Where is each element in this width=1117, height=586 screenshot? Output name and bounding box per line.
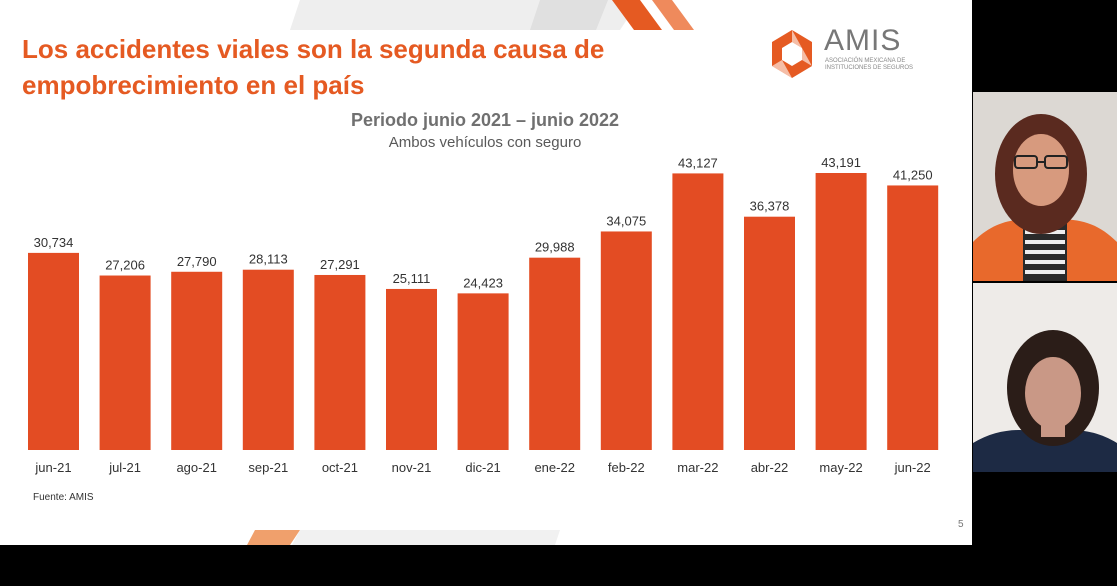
x-tick-ene-22: ene-22 — [534, 460, 574, 475]
x-tick-nov-21: nov-21 — [392, 460, 432, 475]
top-decorative-stripe — [290, 0, 694, 30]
data-label-nov-21: 25,111 — [393, 271, 431, 286]
x-tick-sep-21: sep-21 — [248, 460, 288, 475]
source-note: Fuente: AMIS — [33, 492, 94, 503]
data-label-dic-21: 24,423 — [463, 275, 503, 290]
presentation-slide: Los accidentes viales son la segunda cau… — [0, 0, 972, 545]
data-label-jul-21: 27,206 — [105, 258, 145, 273]
x-tick-dic-21: dic-21 — [465, 460, 500, 475]
bar-chart: 30,734 jun-21 27,206 jul-21 27,790 ago-21 28,1… — [28, 155, 939, 475]
participant-1-video-frame — [973, 92, 1117, 281]
x-tick-feb-22: feb-22 — [608, 460, 645, 475]
logo-subtitle: Asociación Mexicana de Instituciones de … — [825, 58, 914, 71]
x-tick-jun-22: jun-22 — [894, 460, 931, 475]
data-label-ago-21: 27,790 — [177, 254, 217, 269]
video-participant-2[interactable] — [973, 283, 1117, 472]
bar-jun-22 — [887, 185, 939, 450]
logo-name: AMIS — [824, 24, 902, 57]
amis-logo: AMIS Asociación Mexicana de Institucione… — [766, 24, 936, 80]
bar-abr-22 — [744, 216, 795, 450]
participant-2-video-frame — [973, 283, 1117, 472]
bar-ago-21 — [171, 271, 223, 450]
video-participant-1[interactable] — [973, 92, 1117, 281]
data-label-feb-22: 34,075 — [606, 213, 646, 228]
x-tick-abr-22: abr-22 — [751, 460, 789, 475]
x-tick-ago-21: ago-21 — [176, 460, 216, 475]
chart-title: Periodo junio 2021 – junio 2022 — [350, 110, 620, 130]
x-tick-jul-21: jul-21 — [108, 460, 141, 475]
data-label-abr-22: 36,378 — [750, 199, 790, 214]
x-tick-jun-21: jun-21 — [34, 460, 71, 475]
bar-oct-21 — [314, 274, 366, 450]
data-label-oct-21: 27,291 — [320, 257, 360, 272]
bar-ene-22 — [529, 257, 581, 450]
amis-logo-icon — [772, 30, 812, 78]
data-label-mar-22: 43,127 — [678, 155, 718, 170]
data-label-sep-21: 28,113 — [249, 252, 288, 267]
slide-title: Los accidentes viales son la segunda cau… — [22, 34, 605, 100]
chart-subtitle: Ambos vehículos con seguro — [388, 134, 582, 151]
bar-mar-22 — [672, 173, 724, 450]
bar-dic-21 — [457, 293, 509, 450]
data-label-jun-21: 30,734 — [34, 235, 74, 250]
bar-sep-21 — [242, 269, 294, 450]
data-label-may-22: 43,191 — [821, 155, 861, 170]
page-number: 5 — [958, 519, 964, 530]
bar-nov-21 — [386, 288, 437, 450]
bottom-decorative-stripe — [247, 530, 560, 545]
x-tick-mar-22: mar-22 — [677, 460, 718, 475]
bar-jul-21 — [99, 275, 151, 450]
bar-jun-21 — [28, 252, 79, 450]
bar-feb-22 — [600, 231, 652, 450]
data-label-jun-22: 41,250 — [893, 167, 933, 182]
bar-may-22 — [815, 173, 867, 450]
data-label-ene-22: 29,988 — [535, 240, 575, 255]
x-tick-oct-21: oct-21 — [322, 460, 358, 475]
x-tick-may-22: may-22 — [819, 460, 862, 475]
